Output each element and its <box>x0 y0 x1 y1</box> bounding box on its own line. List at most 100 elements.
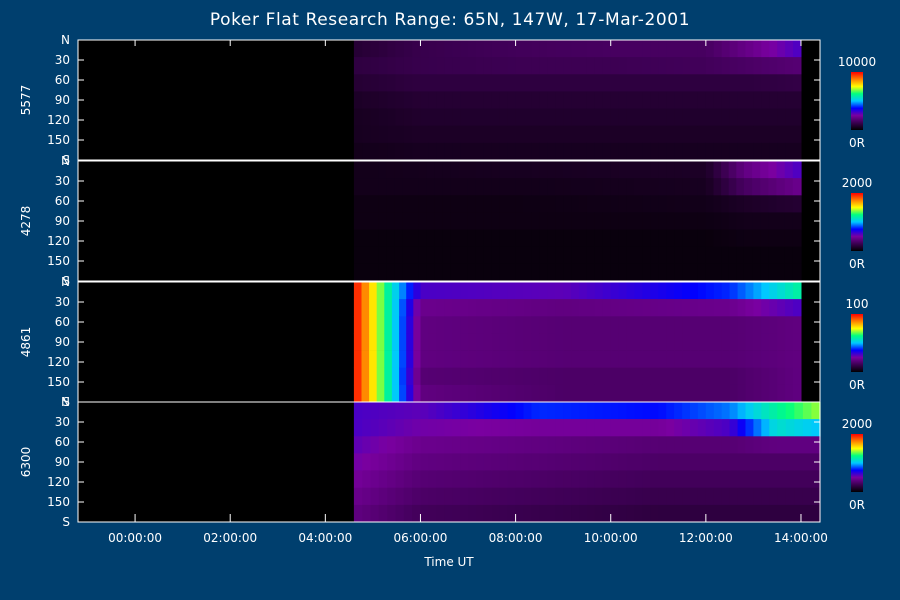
heat-cell <box>428 333 437 351</box>
heat-cell <box>602 229 612 248</box>
heat-cell <box>785 504 795 523</box>
heat-cell <box>353 74 363 92</box>
heat-cell <box>743 246 753 265</box>
heat-cell <box>666 108 675 127</box>
heat-cell <box>378 229 387 248</box>
heat-cell <box>785 367 794 386</box>
heat-cell <box>370 229 379 248</box>
heat-cell <box>515 229 525 248</box>
heat-cell <box>403 453 413 471</box>
heat-cell <box>713 108 723 127</box>
y-tick-label: 120 <box>47 475 70 489</box>
heat-cell <box>515 384 525 403</box>
heat-cell <box>650 125 659 144</box>
heat-cell <box>436 91 445 109</box>
heat-cell <box>523 57 532 75</box>
heat-cell <box>376 282 385 300</box>
heat-cell <box>586 108 596 127</box>
heat-cell <box>610 350 620 369</box>
heat-cell <box>523 74 532 92</box>
heat-cell <box>658 436 667 454</box>
heat-cell <box>760 263 769 282</box>
heat-cell <box>378 74 388 92</box>
heat-cell <box>610 299 620 317</box>
heat-cell <box>523 419 532 437</box>
heat-cell <box>594 402 604 420</box>
heat-cell <box>697 74 707 92</box>
heat-cell <box>737 333 747 351</box>
heat-cell <box>547 91 556 109</box>
heat-cell <box>737 282 747 300</box>
heat-cell <box>794 504 804 523</box>
heat-cell <box>729 402 739 420</box>
heat-cell <box>658 299 667 317</box>
heat-cell <box>682 195 691 213</box>
heat-cell <box>721 367 731 386</box>
heat-cell <box>420 436 429 454</box>
heat-cell <box>674 178 683 196</box>
heat-cell <box>468 367 477 386</box>
heat-cell <box>361 316 370 334</box>
heat-cell <box>682 299 691 317</box>
heat-cell <box>547 178 556 196</box>
heat-cell <box>761 470 770 489</box>
heat-cell <box>634 246 643 265</box>
heat-cell <box>547 57 556 75</box>
heat-cell <box>507 57 517 75</box>
heat-cell <box>721 178 730 196</box>
heat-cell <box>594 316 604 334</box>
heat-cell <box>579 142 588 161</box>
heat-cell <box>697 229 707 248</box>
heat-cell <box>460 367 469 386</box>
heat-cell <box>420 125 429 144</box>
heat-cell <box>674 57 683 75</box>
heat-cell <box>705 125 715 144</box>
heat-cell <box>384 367 393 386</box>
heat-cell <box>729 419 739 437</box>
heat-cell <box>539 263 548 282</box>
heat-cell <box>713 470 723 489</box>
heat-cell <box>769 74 778 92</box>
heat-cell <box>531 333 540 351</box>
heat-cell <box>428 142 437 161</box>
heat-cell <box>571 419 580 437</box>
heat-cell <box>690 229 699 248</box>
heat-cell <box>412 40 421 58</box>
heat-cell <box>713 282 723 300</box>
heat-cell <box>410 246 420 265</box>
heat-cell <box>499 419 509 437</box>
heat-cell <box>515 436 525 454</box>
heat-cell <box>634 212 643 230</box>
heat-cell <box>452 402 461 420</box>
heat-cell <box>650 316 659 334</box>
heat-cell <box>761 487 770 506</box>
heat-cell <box>736 195 745 213</box>
heat-cell <box>370 263 379 282</box>
heat-cell <box>387 419 397 437</box>
heat-cell <box>483 282 493 300</box>
heat-cell <box>618 74 628 92</box>
heat-cell <box>483 125 493 144</box>
heat-cell <box>476 504 485 523</box>
heat-cell <box>386 161 395 179</box>
heat-cell <box>571 212 580 230</box>
heat-cell <box>555 384 564 403</box>
heat-cell <box>515 108 525 127</box>
heat-cell <box>571 367 580 386</box>
heat-cell <box>555 333 564 351</box>
heat-cell <box>362 246 371 265</box>
heat-cell <box>674 74 683 92</box>
y-tick-label: 150 <box>47 495 70 509</box>
heat-cell <box>412 453 421 471</box>
heat-cell <box>594 384 604 403</box>
heat-cell <box>658 91 667 109</box>
heat-cell <box>413 367 421 386</box>
heat-cell <box>515 91 525 109</box>
heat-cell <box>586 333 596 351</box>
heat-cell <box>743 263 753 282</box>
y-tick-label: 150 <box>47 254 70 268</box>
heat-cell <box>361 384 370 403</box>
heat-cell <box>353 108 363 127</box>
heat-cell <box>403 74 413 92</box>
